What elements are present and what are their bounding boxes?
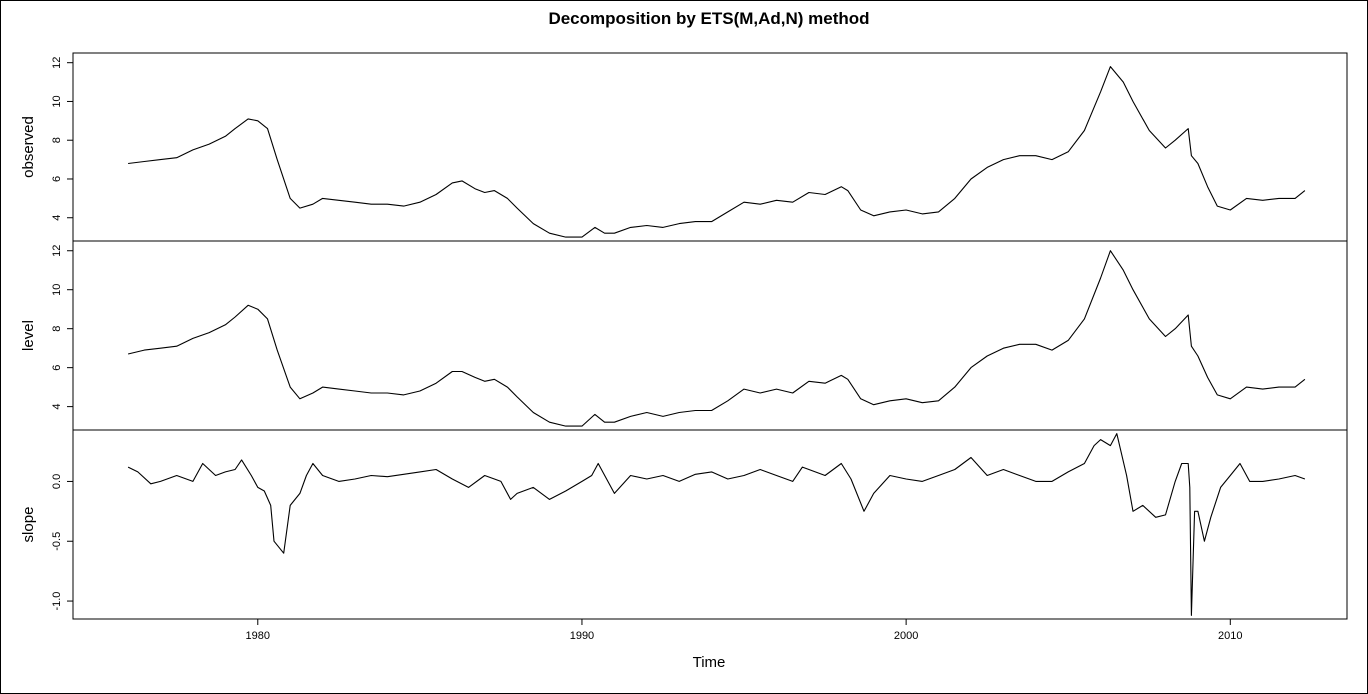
x-tick-label: 1990 — [570, 630, 594, 642]
y-tick-label: -1.0 — [51, 592, 63, 611]
y-tick-label: 8 — [51, 137, 63, 143]
y-tick-label: -0.5 — [51, 532, 63, 551]
panels-group: 4 6 8 10 12 observed 4 6 8 10 12 level -1.0 -0.5 0.0 sl… — [20, 52, 1348, 620]
panel-slope-ylabel: slope — [20, 507, 37, 543]
series-line-slope — [127, 433, 1306, 616]
panel-level: 4 6 8 10 12 level — [20, 240, 1348, 431]
panel-observed-box — [72, 52, 1348, 242]
x-axis-title: Time — [693, 654, 726, 671]
x-tick-label: 2010 — [1218, 630, 1242, 642]
y-tick-label: 8 — [51, 326, 63, 332]
y-tick-label: 10 — [51, 284, 63, 296]
y-tick-label: 4 — [51, 215, 63, 221]
y-tick-label: 0.0 — [51, 474, 63, 489]
panel-slope: -1.0 -0.5 0.0 slope — [20, 429, 1348, 620]
x-axis: 1980 1990 2000 2010 — [246, 619, 1243, 642]
y-tick-label: 6 — [51, 365, 63, 371]
x-tick-label: 1980 — [246, 630, 270, 642]
series-line-level — [127, 250, 1306, 427]
panel-slope-box — [72, 429, 1348, 620]
y-tick-label: 12 — [51, 57, 63, 69]
x-tick-label: 2000 — [894, 630, 918, 642]
y-tick-label: 6 — [51, 176, 63, 182]
panel-level-box — [72, 240, 1348, 431]
series-line-observed — [128, 66, 1306, 238]
panel-observed-ylabel: observed — [20, 116, 37, 178]
chart-title: Decomposition by ETS(M,Ad,N) method — [548, 9, 869, 28]
y-tick-label: 4 — [51, 404, 63, 410]
panel-observed: 4 6 8 10 12 observed — [20, 52, 1348, 242]
y-tick-label: 12 — [51, 245, 63, 257]
y-tick-label: 10 — [51, 95, 63, 107]
panel-level-ylabel: level — [20, 320, 37, 351]
